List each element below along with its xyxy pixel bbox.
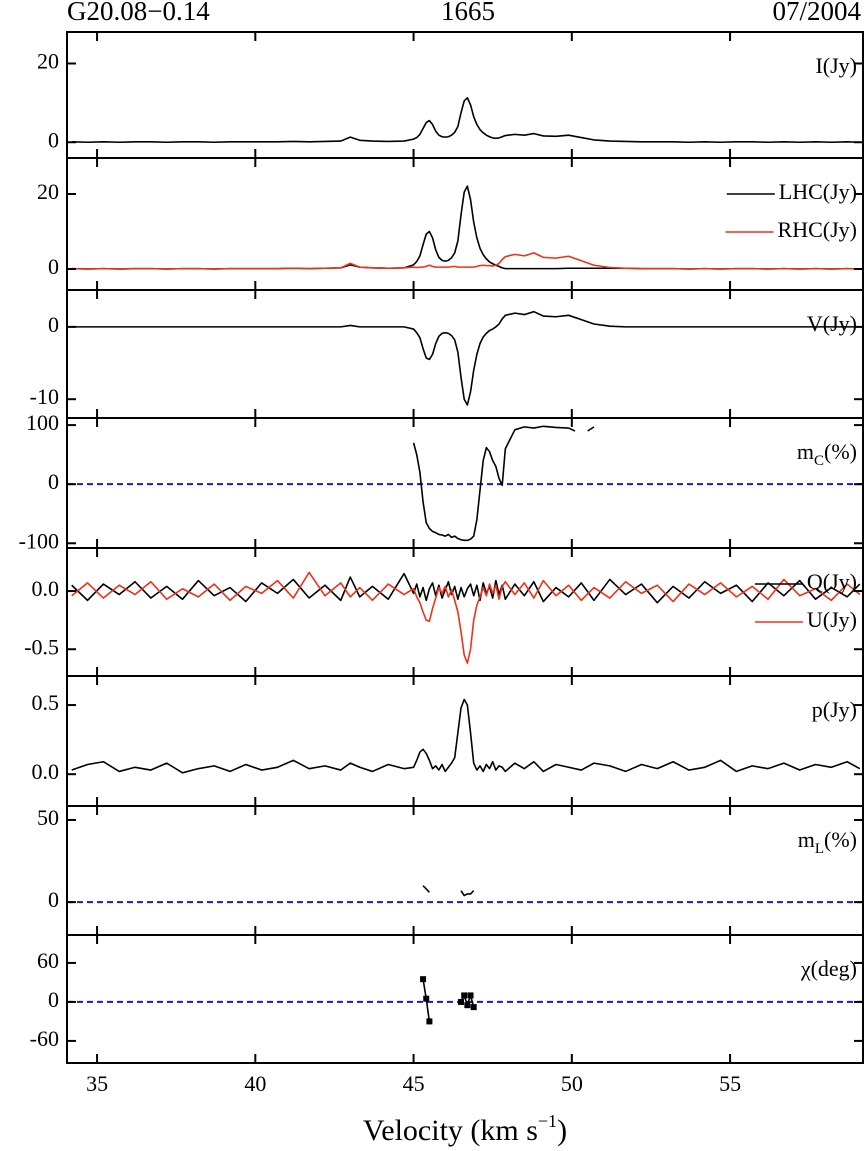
x-axis-label-part: ) xyxy=(557,1114,567,1147)
point xyxy=(420,976,427,983)
series-line xyxy=(71,571,861,664)
series-line xyxy=(71,310,860,406)
point xyxy=(423,995,430,1002)
panel: 0 20 I(Jy) xyxy=(37,31,864,159)
panel: 0 20 LHC(Jy) RHC(Jy) xyxy=(37,157,864,291)
legend-label: U(Jy) xyxy=(807,607,857,632)
line-title: 1665 xyxy=(441,0,495,26)
point xyxy=(467,992,474,999)
plot-area xyxy=(71,96,860,144)
legend-label-part: m xyxy=(798,827,815,852)
legend-label: p(Jy) xyxy=(812,697,857,722)
panel: -100 0 100 mC(%) xyxy=(19,410,864,553)
panel-frame xyxy=(66,157,864,291)
y-tick-label: 20 xyxy=(37,49,59,74)
series-line xyxy=(412,425,595,542)
plot-area xyxy=(67,976,863,1025)
point xyxy=(470,1004,477,1011)
plot-area xyxy=(67,885,863,904)
y-tick-label: 20 xyxy=(37,179,59,204)
y-tick-label: 100 xyxy=(26,410,59,435)
series-line xyxy=(71,252,860,270)
legend-label: χ(deg) xyxy=(800,956,857,981)
legend-label: RHC(Jy) xyxy=(778,217,857,242)
plot-area xyxy=(71,698,861,774)
series-line xyxy=(422,979,475,1022)
panel: -10 0 V(Jy) xyxy=(30,289,864,419)
x-axis-label: Velocity (km s−1) xyxy=(363,1111,567,1147)
x-tick-label: 40 xyxy=(244,1071,266,1096)
panel-frame xyxy=(66,31,864,159)
legend-label-part: m xyxy=(797,439,814,464)
plot-area xyxy=(71,310,860,406)
legend-label: V(Jy) xyxy=(807,311,857,336)
y-tick-label: 0 xyxy=(48,127,59,152)
series-line xyxy=(71,96,860,144)
panel: 0 50 mL(%) xyxy=(37,805,864,936)
legend-label-part: L xyxy=(815,841,824,857)
y-tick-label: -0.5 xyxy=(24,634,59,659)
series-line xyxy=(71,698,861,774)
epoch-title: 07/2004 xyxy=(772,0,861,26)
y-tick-label: -10 xyxy=(30,384,59,409)
point xyxy=(461,992,468,999)
y-tick-label: 0 xyxy=(48,254,59,279)
panel-frame xyxy=(66,805,864,936)
point xyxy=(458,998,465,1005)
y-tick-label: -60 xyxy=(30,1026,59,1051)
legend-label: mL(%) xyxy=(798,827,857,857)
point xyxy=(426,1018,433,1025)
series-line xyxy=(71,185,860,270)
x-axis-label-part: −1 xyxy=(538,1111,557,1131)
y-tick-label: 0.0 xyxy=(32,759,60,784)
legend-label: LHC(Jy) xyxy=(779,179,857,204)
point xyxy=(464,1002,471,1009)
plot-area xyxy=(71,571,861,664)
legend-label: I(Jy) xyxy=(815,53,857,78)
panel: -0.5 0.0 Q(Jy) U(Jy) xyxy=(24,547,864,677)
y-tick-label: 0 xyxy=(48,469,59,494)
legend-label: mC(%) xyxy=(797,439,857,469)
legend-label-part: (%) xyxy=(824,439,857,464)
x-tick-label: 45 xyxy=(403,1071,425,1096)
y-tick-label: 0 xyxy=(48,887,59,912)
series-line xyxy=(71,572,861,604)
y-tick-label: 60 xyxy=(37,948,59,973)
source-title: G20.08−0.14 xyxy=(67,0,210,26)
plot-area xyxy=(67,425,863,542)
x-tick-label: 55 xyxy=(719,1071,741,1096)
panel-frame xyxy=(66,417,864,549)
panel-frame xyxy=(66,675,864,807)
plot-area xyxy=(71,185,860,270)
panel-frame xyxy=(66,934,864,1064)
series-line xyxy=(422,885,475,897)
y-tick-label: 0.0 xyxy=(32,576,60,601)
panel: 0.0 0.5 p(Jy) xyxy=(32,675,864,807)
y-tick-label: 0 xyxy=(48,312,59,337)
x-axis-label-part: Velocity (km s xyxy=(363,1114,538,1147)
legend-label: Q(Jy) xyxy=(807,569,857,594)
panel-frame xyxy=(66,289,864,419)
legend-label-part: C xyxy=(814,453,824,469)
y-tick-label: 0.5 xyxy=(32,690,60,715)
y-tick-label: -100 xyxy=(19,528,59,553)
panel: -60 0 60 χ(deg) xyxy=(30,934,864,1064)
x-tick-label: 50 xyxy=(561,1071,583,1096)
y-tick-label: 0 xyxy=(48,987,59,1012)
x-tick-label: 35 xyxy=(86,1071,108,1096)
y-tick-label: 50 xyxy=(37,805,59,830)
legend-label-part: (%) xyxy=(824,827,857,852)
